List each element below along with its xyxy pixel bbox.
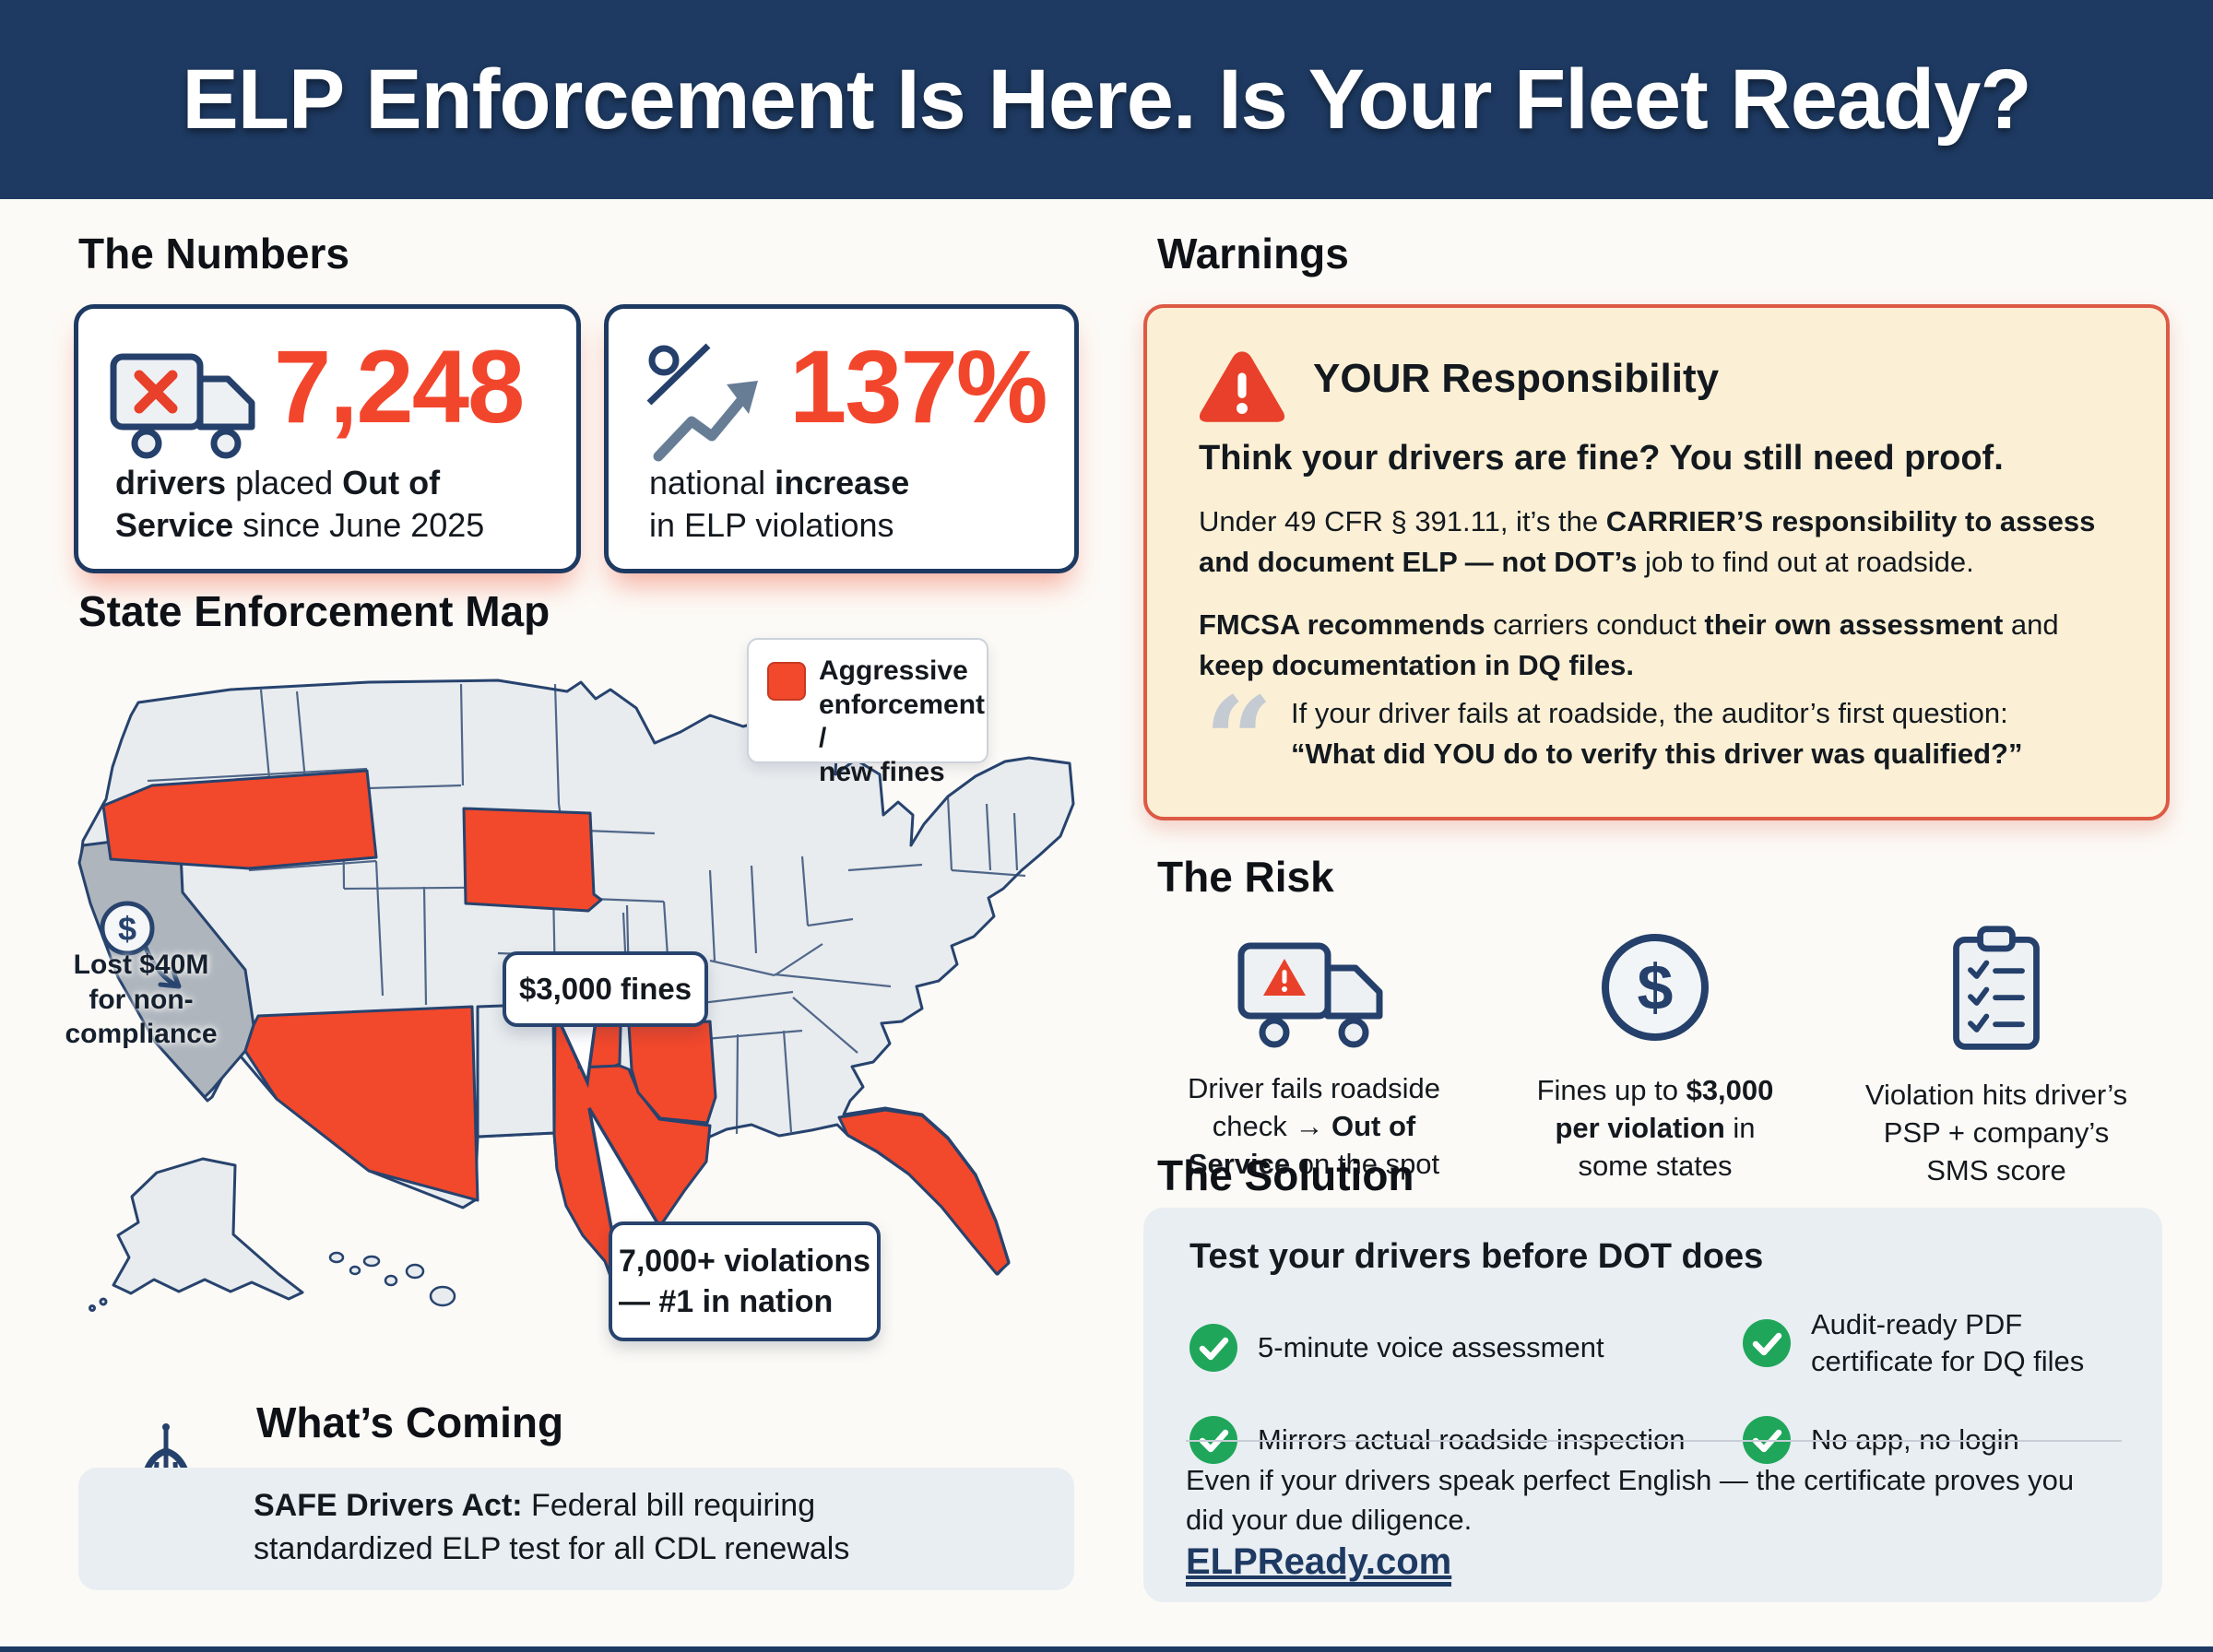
responsibility-paragraph-2: FMCSA recommends carriers conduct their …	[1199, 608, 2059, 682]
solution-item-label: 5-minute voice assessment	[1258, 1330, 1604, 1363]
truck-x-icon	[106, 344, 267, 464]
solution-item-label: Mirrors actual roadside inspection	[1258, 1422, 1686, 1456]
solution-item-pdf-certificate: Audit-ready PDF certificate for DQ files	[1743, 1292, 2139, 1394]
responsibility-paragraph-1: Under 49 CFR § 391.11, it’s the CARRIER’…	[1199, 505, 2096, 579]
legend-swatch	[767, 662, 806, 701]
violations-callout: 7,000+ violations — #1 in nation	[609, 1221, 881, 1341]
state-alaska	[112, 1157, 304, 1301]
solution-title: Test your drivers before DOT does	[1189, 1237, 1764, 1276]
risk-caption: Fines up to $3,000 per violation in some…	[1536, 1074, 1774, 1183]
solution-item-label: No app, no login	[1811, 1422, 2019, 1456]
responsibility-subtitle: Think your drivers are fine? You still n…	[1199, 439, 2004, 478]
elpready-link[interactable]: ELPReady.com	[1186, 1541, 1452, 1587]
risk-caption: Driver fails roadside check → Out of Ser…	[1188, 1072, 1440, 1181]
truck-warning-icon	[1166, 931, 1462, 1049]
risk-caption: Violation hits driver’s PSP + company’s …	[1864, 1079, 2128, 1187]
dollar-circle-icon: $	[1508, 926, 1803, 1048]
solution-note: Even if your drivers speak perfect Engli…	[1186, 1464, 2075, 1537]
responsibility-title: YOUR Responsibility	[1313, 356, 1720, 401]
risk-item-fines: $ Fines up to $3,000 per violation in so…	[1508, 926, 1803, 1186]
solution-heading: The Solution	[1157, 1151, 1414, 1199]
state-california	[77, 832, 255, 1099]
svg-text:$: $	[118, 910, 136, 948]
solution-item-mirrors-inspection: Mirrors actual roadside inspection	[1189, 1403, 1706, 1477]
check-icon	[1189, 1324, 1237, 1372]
stat-card-violation-increase: 137% national increase in ELP violations	[604, 304, 1079, 573]
fines-callout: $3,000 fines	[503, 951, 708, 1027]
check-icon	[1743, 1319, 1791, 1367]
legend-label: Aggressive enforcement / new fines	[819, 655, 986, 787]
whats-coming-heading: What’s Coming	[256, 1398, 564, 1446]
state-south-dakota	[462, 807, 603, 913]
state-borders	[147, 683, 1026, 1135]
state-hawaii	[328, 1251, 456, 1307]
california-note: Lost $40M for non- compliance	[65, 950, 218, 1049]
clipboard-check-icon	[1849, 922, 2144, 1056]
whats-coming-card: SAFE Drivers Act: Federal bill requiring…	[78, 1468, 1074, 1590]
stat-caption: national increase in ELP violations	[649, 464, 910, 544]
responsibility-card: YOUR Responsibility Think your drivers a…	[1143, 304, 2170, 820]
warning-triangle-icon	[1195, 345, 1289, 434]
state-florida	[837, 1108, 1011, 1276]
stat-value: 137%	[789, 329, 1047, 444]
risk-item-out-of-service: Driver fails roadside check → Out of Ser…	[1166, 931, 1462, 1184]
solution-item-label: Audit-ready PDF certificate for DQ files	[1811, 1307, 2085, 1377]
quote-icon: “	[1204, 670, 1273, 811]
footer-bar	[0, 1646, 2213, 1652]
stat-card-out-of-service: 7,248 drivers placed Out of Service sinc…	[74, 304, 581, 573]
solution-card: Test your drivers before DOT does 5-minu…	[1143, 1208, 2162, 1602]
state-oregon	[101, 769, 378, 870]
svg-text:$: $	[1638, 951, 1674, 1023]
stat-value: 7,248	[274, 329, 525, 444]
solution-item-voice-assessment: 5-minute voice assessment	[1189, 1311, 1687, 1385]
page-title: ELP Enforcement Is Here. Is Your Fleet R…	[182, 52, 2031, 147]
risk-heading: The Risk	[1157, 853, 1334, 901]
violations-callout-pointer	[587, 1107, 663, 1230]
state-texas	[552, 1006, 712, 1282]
state-arizona	[243, 1005, 479, 1202]
solution-divider	[1186, 1440, 2122, 1442]
stat-caption: drivers placed Out of Service since June…	[115, 464, 485, 544]
map-heading: State Enforcement Map	[78, 587, 550, 635]
header-band	[0, 0, 2213, 199]
state-arkansas	[627, 1020, 717, 1125]
whats-coming-text: SAFE Drivers Act: Federal bill requiring…	[254, 1488, 850, 1566]
numbers-heading: The Numbers	[78, 230, 349, 277]
risk-item-psp-sms: Violation hits driver’s PSP + company’s …	[1849, 922, 2144, 1190]
warnings-heading: Warnings	[1157, 230, 1349, 277]
dollar-loss-icon: $	[100, 901, 182, 989]
percent-arrow-icon	[638, 336, 776, 470]
map-legend: Aggressive enforcement / new fines	[747, 638, 988, 787]
auditor-quote: If your driver fails at roadside, the au…	[1291, 697, 2023, 771]
